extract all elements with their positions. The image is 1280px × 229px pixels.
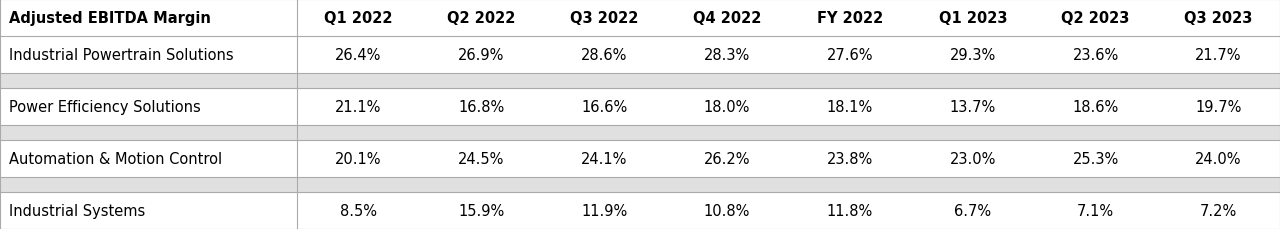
Text: 24.0%: 24.0% [1196,151,1242,166]
Text: 15.9%: 15.9% [458,203,504,218]
Text: 25.3%: 25.3% [1073,151,1119,166]
Text: 26.2%: 26.2% [704,151,750,166]
Text: 7.2%: 7.2% [1199,203,1238,218]
Bar [0,37,1280,74]
Text: 6.7%: 6.7% [954,203,992,218]
Text: 23.0%: 23.0% [950,151,996,166]
Text: Adjusted EBITDA Margin: Adjusted EBITDA Margin [9,11,211,26]
Text: 7.1%: 7.1% [1076,203,1115,218]
Text: Q3 2022: Q3 2022 [570,11,639,26]
Text: Power Efficiency Solutions: Power Efficiency Solutions [9,100,201,114]
Text: 27.6%: 27.6% [827,48,873,63]
Text: 23.8%: 23.8% [827,151,873,166]
Text: Q2 2022: Q2 2022 [447,11,516,26]
Text: 18.1%: 18.1% [827,100,873,114]
Text: 13.7%: 13.7% [950,100,996,114]
Text: Industrial Powertrain Solutions: Industrial Powertrain Solutions [9,48,233,63]
Text: 21.1%: 21.1% [335,100,381,114]
Text: 11.9%: 11.9% [581,203,627,218]
Text: 10.8%: 10.8% [704,203,750,218]
Text: Industrial Systems: Industrial Systems [9,203,145,218]
Text: 11.8%: 11.8% [827,203,873,218]
Text: 20.1%: 20.1% [335,151,381,166]
Text: 16.8%: 16.8% [458,100,504,114]
Text: 16.6%: 16.6% [581,100,627,114]
Bar [0,74,1280,89]
Bar [0,177,1280,192]
Text: Q4 2022: Q4 2022 [692,11,762,26]
Text: Q1 2022: Q1 2022 [324,11,393,26]
Bar [0,89,1280,125]
Text: 24.5%: 24.5% [458,151,504,166]
Text: 26.4%: 26.4% [335,48,381,63]
Text: 8.5%: 8.5% [340,203,376,218]
Text: Q2 2023: Q2 2023 [1061,11,1130,26]
Text: 29.3%: 29.3% [950,48,996,63]
Text: 28.6%: 28.6% [581,48,627,63]
Text: FY 2022: FY 2022 [817,11,883,26]
Text: Q1 2023: Q1 2023 [938,11,1007,26]
Bar [0,125,1280,140]
Text: 21.7%: 21.7% [1196,48,1242,63]
Bar [0,192,1280,229]
Text: 18.6%: 18.6% [1073,100,1119,114]
Text: 24.1%: 24.1% [581,151,627,166]
Text: 28.3%: 28.3% [704,48,750,63]
Text: 23.6%: 23.6% [1073,48,1119,63]
Text: 18.0%: 18.0% [704,100,750,114]
Bar [0,140,1280,177]
Text: 19.7%: 19.7% [1196,100,1242,114]
Text: Automation & Motion Control: Automation & Motion Control [9,151,223,166]
Bar [0,0,1280,37]
Text: Q3 2023: Q3 2023 [1184,11,1253,26]
Text: 26.9%: 26.9% [458,48,504,63]
